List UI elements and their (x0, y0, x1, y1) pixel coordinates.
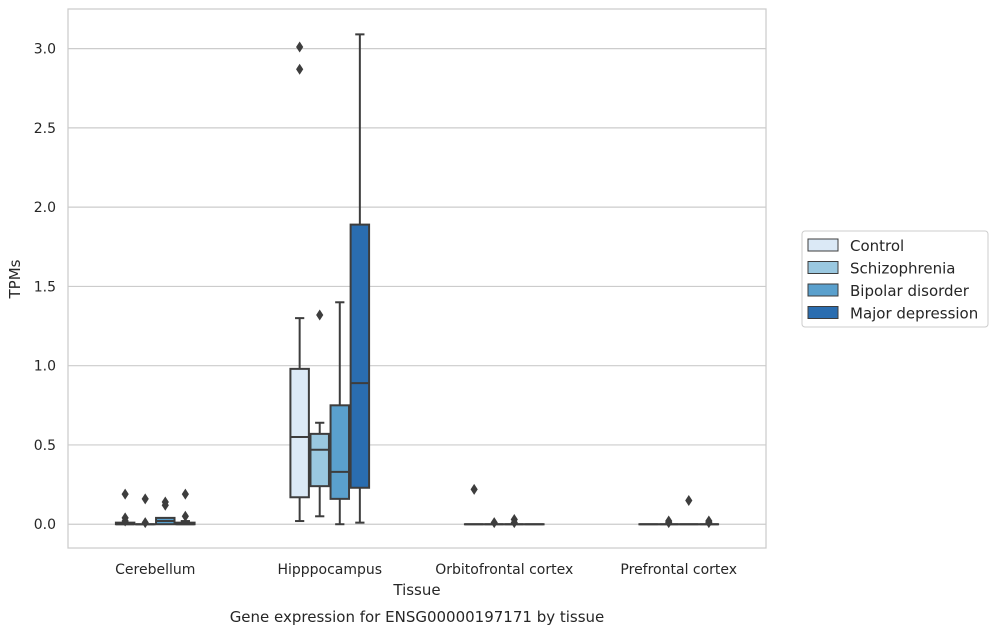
outlier-point (490, 517, 498, 529)
box-bipolar-disorder-0 (155, 496, 176, 526)
y-tick-label: 3.0 (34, 42, 56, 58)
y-tick-label: 0.0 (34, 517, 56, 533)
legend-label: Bipolar disorder (850, 282, 970, 300)
box-schizophrenia-3 (658, 515, 679, 529)
box-major-depression-0 (175, 488, 196, 526)
y-tick-label: 1.5 (34, 279, 56, 295)
y-tick-label: 0.5 (34, 438, 56, 454)
box-body (309, 432, 330, 488)
box-major-depression-3 (698, 515, 720, 529)
x-tick-label: Orbitofrontal cortex (435, 562, 573, 578)
y-axis-ticks: 0.0 0.5 1.0 1.5 2.0 2.5 3.0 (34, 42, 56, 534)
box-bipolar-disorder-3 (678, 494, 700, 526)
legend: Control Schizophrenia Bipolar disorder Majo… (801, 230, 989, 328)
outlier-point (121, 515, 129, 527)
outlier-point (141, 493, 149, 505)
legend-swatch (807, 306, 839, 319)
legend-swatch (807, 261, 839, 274)
outlier-point (510, 517, 518, 529)
y-axis-label: TPMs (6, 259, 24, 299)
outlier-point (705, 517, 713, 529)
x-tick-label: Hipppocampus (277, 562, 382, 578)
box-body (289, 367, 310, 499)
plot-frame (67, 8, 767, 549)
box-control-0 (114, 488, 136, 527)
x-tick-label: Prefrontal cortex (620, 562, 737, 578)
box-control-1 (289, 41, 310, 523)
box-bipolar-disorder-2 (504, 513, 525, 529)
outlier-point (685, 494, 693, 506)
legend-swatch (807, 283, 839, 297)
outlier-point (316, 309, 324, 321)
grid-lines (68, 48, 766, 525)
outlier-point (161, 499, 169, 511)
outlier-point (141, 517, 149, 529)
y-tick-label: 2.5 (34, 121, 56, 137)
box-bipolar-disorder-1 (329, 301, 351, 526)
box-major-depression-1 (349, 33, 371, 524)
box-plot-series (114, 33, 720, 529)
legend-swatch (807, 238, 839, 252)
x-tick-label: Cerebellum (115, 562, 195, 578)
legend-frame (801, 230, 989, 328)
chart-caption: Gene expression for ENSG00000197171 by t… (230, 608, 605, 626)
box-body (349, 223, 371, 489)
legend-label: Control (850, 237, 904, 255)
outlier-point (181, 510, 189, 522)
legend-label: Schizophrenia (850, 260, 955, 278)
outlier-point (470, 483, 478, 495)
legend-label: Major depression (850, 305, 978, 323)
outlier-point (296, 41, 304, 53)
box-schizophrenia-1 (309, 309, 330, 518)
y-tick-label: 1.0 (34, 359, 56, 375)
x-axis-label: Tissue (392, 581, 440, 599)
box-control-2 (463, 483, 485, 526)
outlier-point (121, 488, 129, 500)
box-schizophrenia-0 (134, 493, 156, 529)
outlier-point (665, 517, 673, 529)
outlier-point (181, 488, 189, 500)
box-schizophrenia-2 (483, 517, 505, 529)
y-tick-label: 2.0 (34, 200, 56, 216)
x-axis-ticks: Cerebellum Hipppocampus Orbitofrontal cort… (115, 562, 737, 578)
outlier-point (296, 63, 304, 75)
box-body (329, 404, 351, 500)
